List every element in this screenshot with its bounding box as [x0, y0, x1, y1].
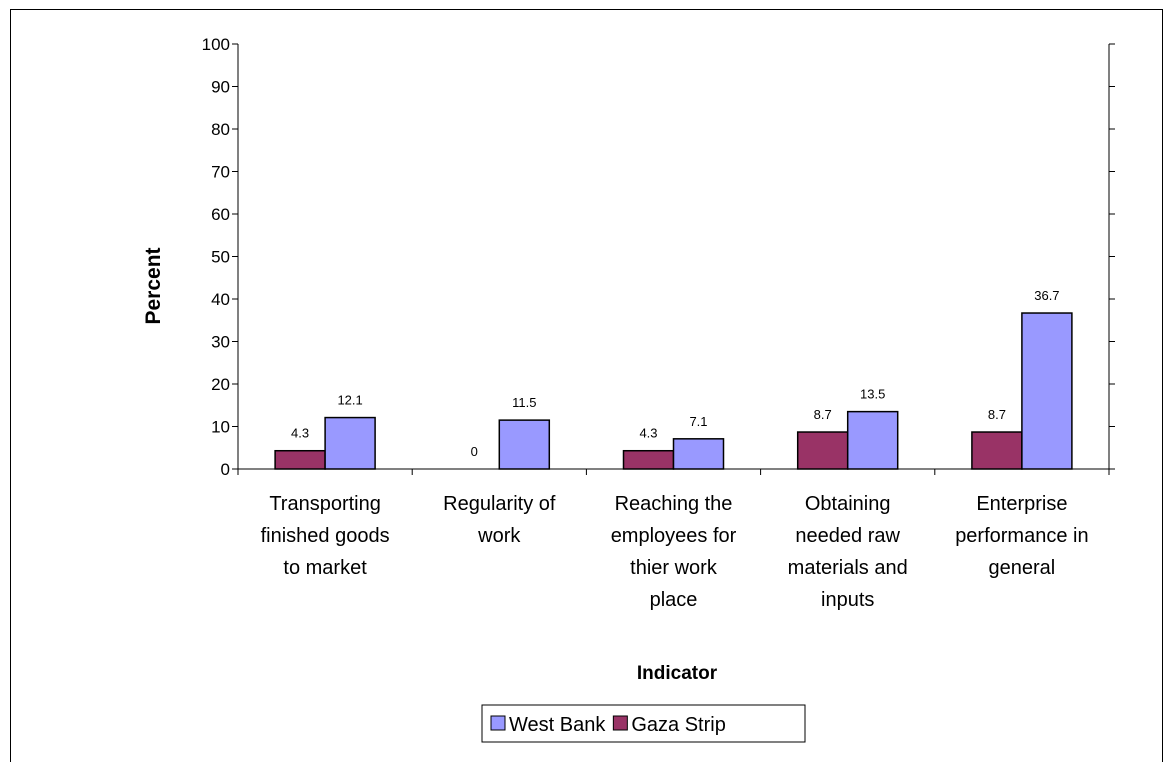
legend-box — [481, 704, 806, 743]
y-tick-label: 10 — [211, 418, 230, 437]
data-label: 36.7 — [1034, 288, 1059, 303]
y-tick-label: 30 — [211, 333, 230, 352]
category-label: Reaching the — [615, 493, 733, 515]
category-label: Obtaining — [805, 493, 891, 515]
y-tick-label: 60 — [211, 205, 230, 224]
bar — [672, 438, 725, 470]
category-label: Enterprise — [976, 493, 1067, 515]
category-label: place — [650, 589, 698, 611]
legend-swatch — [490, 715, 506, 731]
legend-label: Gaza Strip — [631, 714, 725, 736]
data-label: 8.7 — [988, 407, 1006, 422]
bar — [1021, 312, 1073, 470]
y-tick-label: 40 — [211, 290, 230, 309]
y-axis-title: Percent — [142, 247, 165, 324]
bars — [274, 312, 1073, 470]
bar — [796, 431, 849, 470]
legend-label: West Bank — [509, 714, 606, 736]
y-tick-label: 80 — [211, 120, 230, 139]
data-labels: 4.3 12.1 0 11.5 4.3 7.1 8.7 13.5 8.7 36.7 — [291, 288, 1059, 459]
x-axis — [237, 468, 1110, 475]
chart-frame — [10, 9, 1163, 762]
data-label: 0 — [471, 444, 478, 459]
bar — [498, 419, 551, 470]
y-tick-label: 50 — [211, 248, 230, 267]
category-label: work — [477, 525, 521, 547]
y-tick-label: 70 — [211, 163, 230, 182]
data-label: 11.5 — [512, 395, 536, 410]
category-label: performance in — [955, 525, 1088, 547]
y-tick-label: 100 — [202, 35, 230, 54]
bar — [846, 410, 899, 470]
category-label: needed raw — [795, 525, 900, 547]
data-label: 4.3 — [639, 426, 657, 441]
legend: West Bank Gaza Strip — [481, 704, 806, 743]
bar — [274, 449, 326, 470]
category-label: general — [989, 557, 1056, 579]
bar — [971, 431, 1023, 470]
category-label: Regularity of — [443, 493, 556, 515]
y-tick-label: 0 — [221, 460, 230, 479]
category-label: to market — [283, 557, 367, 579]
y-tick-label: 90 — [211, 78, 230, 97]
category-labels: Transporting finished goods to market Regul… — [261, 493, 1089, 611]
y-tick-label: 20 — [211, 375, 230, 394]
data-label: 13.5 — [860, 387, 885, 402]
category-label: employees for — [611, 525, 737, 547]
category-label: thier work — [630, 557, 718, 579]
legend-swatch — [612, 715, 628, 731]
bar — [622, 449, 675, 470]
y-axis: 0 10 20 30 40 50 60 70 80 90 100 — [202, 35, 1115, 479]
data-label: 7.1 — [689, 414, 707, 429]
bar — [324, 416, 376, 470]
category-label: inputs — [821, 589, 874, 611]
x-axis-title: Indicator — [637, 663, 718, 684]
data-label: 12.1 — [337, 393, 362, 408]
data-label: 4.3 — [291, 426, 309, 441]
category-label: Transporting — [269, 493, 381, 515]
category-label: materials and — [788, 557, 908, 579]
category-label: finished goods — [261, 525, 390, 547]
data-label: 8.7 — [814, 407, 832, 422]
